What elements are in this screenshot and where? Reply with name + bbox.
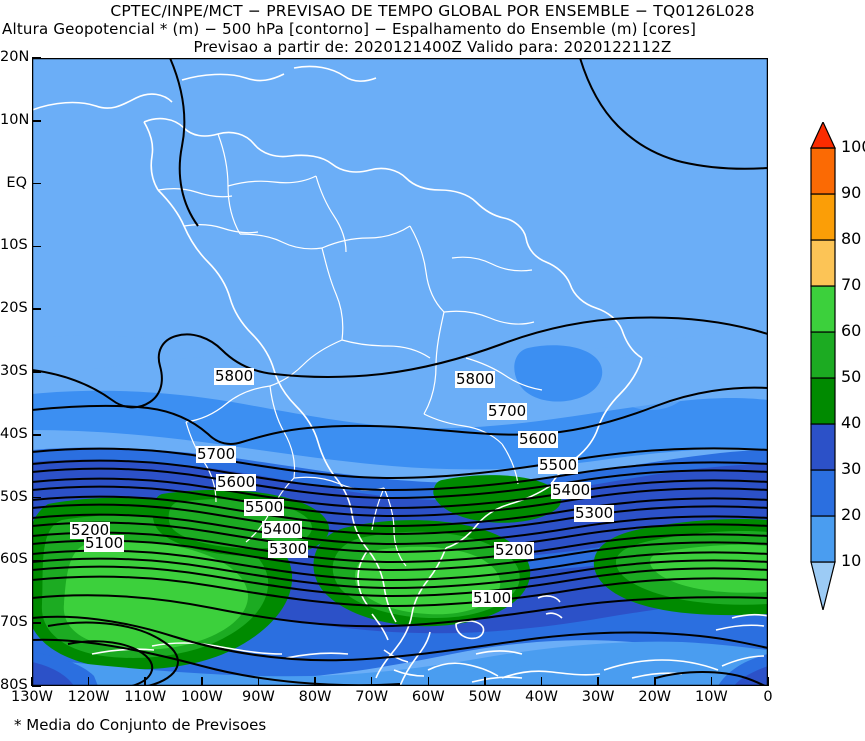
colorbar-band: [810, 515, 836, 563]
x-tick-mark: [540, 677, 543, 686]
x-axis-label: 0: [763, 689, 773, 705]
x-tick-mark: [144, 677, 146, 686]
contour-label: 5500: [538, 456, 579, 474]
contour-label: 5400: [262, 520, 303, 538]
x-tick-mark: [484, 677, 486, 686]
chart-subtitle-variable: Altura Geopotencial * (m) − 500 hPa [con…: [2, 20, 697, 38]
contour-label: 5100: [84, 534, 125, 552]
colorbar-band: [810, 469, 836, 517]
map-svg: [32, 58, 768, 686]
colorbar-tick-label: 60: [841, 321, 862, 340]
y-tick-mark: [32, 308, 41, 310]
colorbar-max-arrow: [810, 122, 836, 149]
x-tick-mark: [87, 677, 90, 686]
country-borders-layer: [157, 133, 543, 567]
x-tick-mark: [767, 677, 769, 686]
y-axis-label: EQ: [6, 174, 27, 191]
colorbar-band: [810, 377, 836, 425]
colorbar-tick-label: 10: [841, 551, 862, 570]
contour-label: 5700: [196, 445, 237, 463]
x-tick-mark: [597, 677, 599, 686]
x-axis-label: 110W: [124, 689, 167, 705]
y-axis-label: 30S: [0, 363, 28, 379]
colorbar-band: [810, 423, 836, 471]
contour-label: 5400: [551, 481, 592, 499]
colorbar-tick-label: 90: [841, 183, 862, 202]
x-axis-label: 130W: [10, 689, 53, 705]
y-axis-label: 20N: [0, 49, 30, 65]
y-axis-label: 40S: [0, 425, 28, 442]
x-axis-label: 100W: [180, 689, 223, 705]
colorbar-band: [810, 193, 836, 241]
contour-label: 5800: [455, 370, 496, 388]
x-axis-label: 80W: [298, 689, 332, 705]
x-tick-mark: [654, 677, 656, 686]
contour-label: 5100: [472, 589, 513, 607]
contour-label: 5300: [574, 504, 615, 522]
colorbar-min-arrow: [810, 561, 836, 610]
x-tick-mark: [257, 677, 260, 686]
x-axis-label: 50W: [468, 689, 502, 705]
colorbar-band: [810, 239, 836, 287]
contour-label: 5700: [487, 402, 528, 420]
y-axis-label: 60S: [0, 551, 28, 568]
x-tick-mark: [201, 677, 203, 686]
x-axis-label: 40W: [525, 689, 558, 705]
colorbar-band: [810, 285, 836, 333]
y-tick-mark: [32, 120, 41, 122]
contour-label: 5600: [518, 430, 559, 448]
y-axis-label: 80S: [0, 677, 28, 693]
geopotential-contour-layer: [32, 58, 768, 686]
colorbar: 10 20 30 40 50 60 70 80 90 100: [795, 122, 865, 610]
colorbar-band: [810, 147, 836, 195]
colorbar-tick-label: 20: [841, 505, 862, 524]
page-title: CPTEC/INPE/MCT − PREVISAO DE TEMPO GLOBA…: [110, 2, 755, 20]
x-tick-mark: [710, 677, 713, 686]
colorbar-tick-label: 50: [841, 367, 862, 386]
contour-label: 5800: [214, 367, 255, 385]
y-tick-mark: [32, 622, 41, 624]
y-tick-mark: [32, 496, 41, 499]
x-tick-mark: [427, 677, 430, 686]
contour-label: 5300: [268, 540, 309, 558]
y-axis-label: 70S: [0, 614, 28, 631]
contour-label: 5200: [494, 541, 535, 559]
x-tick-mark: [370, 677, 373, 686]
colorbar-tick-label: 100: [841, 137, 865, 156]
x-axis-label: 20W: [638, 689, 672, 705]
y-tick-mark: [32, 182, 41, 185]
colorbar-svg: [810, 122, 836, 610]
y-tick-mark: [32, 559, 41, 562]
x-axis-label: 120W: [67, 689, 110, 705]
contour-label: 5600: [216, 473, 257, 491]
x-axis-label: 10W: [694, 689, 728, 705]
x-axis-label: 90W: [242, 689, 275, 705]
footnote: * Media do Conjunto de Previsoes: [14, 716, 267, 734]
y-axis-label: 10N: [0, 111, 30, 128]
x-tick-mark: [314, 677, 316, 686]
map-plot-area: 5800 5700 5600 5500 5400 5300 5200 5100 5800 5700…: [31, 57, 769, 687]
colorbar-band: [810, 331, 836, 379]
y-axis-label: 50S: [0, 488, 28, 505]
y-tick-mark: [32, 245, 41, 248]
colorbar-tick-label: 30: [841, 459, 862, 478]
colorbar-bands: [810, 122, 836, 610]
colorbar-tick-label: 40: [841, 413, 862, 432]
y-tick-mark: [32, 434, 41, 436]
contour-label: 5500: [244, 498, 285, 516]
contour-label: 5200: [70, 521, 111, 539]
y-tick-mark: [32, 371, 41, 373]
y-axis-label: 20S: [0, 300, 28, 317]
y-axis-label: 10S: [0, 237, 28, 254]
x-axis-label: 70W: [355, 689, 389, 705]
colorbar-tick-label: 70: [841, 275, 862, 294]
y-tick-mark: [32, 685, 41, 687]
x-axis-label: 60W: [411, 689, 445, 705]
x-tick-mark: [31, 677, 33, 686]
colorbar-tick-label: 80: [841, 229, 862, 248]
chart-subtitle-time: Previsao a partir de: 2020121400Z Valido…: [193, 38, 672, 56]
y-tick-mark: [32, 57, 41, 59]
x-axis-label: 30W: [581, 689, 615, 705]
